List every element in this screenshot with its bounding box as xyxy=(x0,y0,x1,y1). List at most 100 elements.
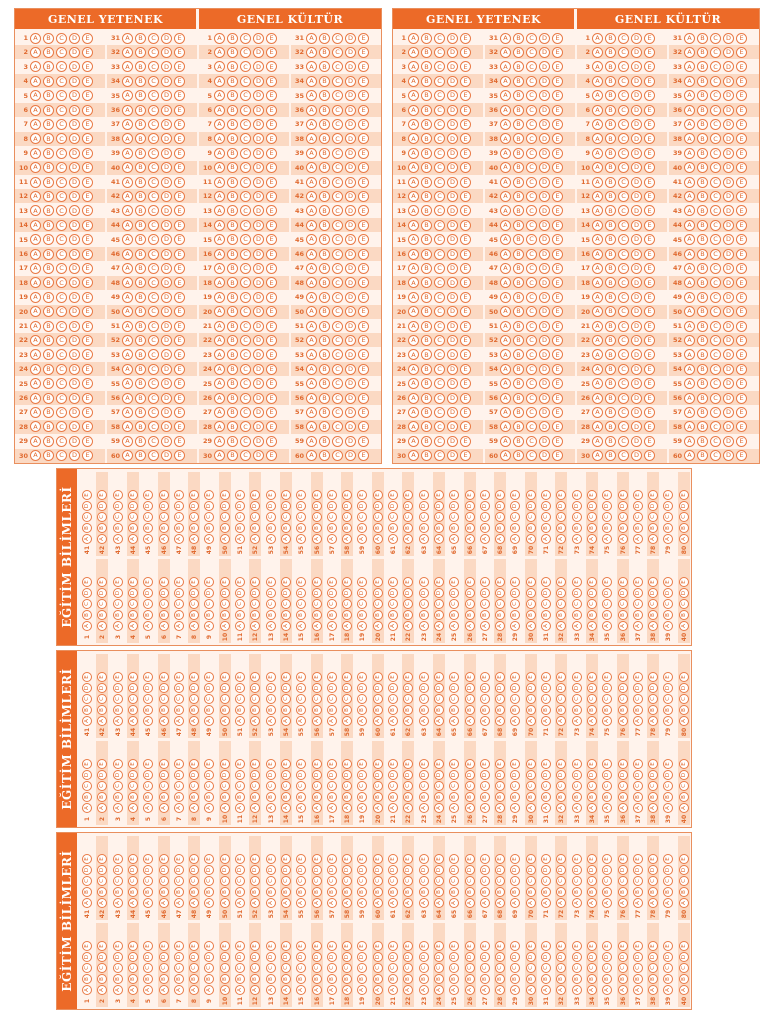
answer-bubble-e[interactable]: E xyxy=(552,176,563,188)
answer-bubble-b[interactable]: B xyxy=(617,973,628,984)
answer-bubble-c[interactable]: C xyxy=(97,780,108,791)
answer-bubble-a[interactable]: A xyxy=(122,291,133,303)
answer-bubble-b[interactable]: B xyxy=(43,320,54,332)
answer-bubble-b[interactable]: B xyxy=(479,522,490,533)
answer-bubble-e[interactable]: E xyxy=(174,277,185,289)
answer-bubble-c[interactable]: C xyxy=(449,780,460,791)
answer-bubble-c[interactable]: C xyxy=(526,363,537,375)
answer-bubble-b[interactable]: B xyxy=(135,118,146,130)
answer-bubble-e[interactable]: E xyxy=(326,758,337,769)
answer-bubble-a[interactable]: A xyxy=(250,715,261,726)
answer-bubble-c[interactable]: C xyxy=(158,598,169,609)
answer-bubble-d[interactable]: D xyxy=(447,61,458,73)
answer-bubble-e[interactable]: E xyxy=(736,190,747,202)
answer-bubble-d[interactable]: D xyxy=(342,587,353,598)
answer-bubble-d[interactable]: D xyxy=(235,864,245,875)
answer-bubble-a[interactable]: A xyxy=(602,897,613,908)
answer-bubble-e[interactable]: E xyxy=(82,118,93,130)
answer-bubble-e[interactable]: E xyxy=(158,758,169,769)
answer-bubble-c[interactable]: C xyxy=(495,875,506,886)
answer-bubble-a[interactable]: A xyxy=(684,118,695,130)
answer-bubble-e[interactable]: E xyxy=(552,234,563,246)
answer-bubble-e[interactable]: E xyxy=(552,334,563,346)
answer-bubble-b[interactable]: B xyxy=(421,133,432,145)
answer-bubble-e[interactable]: E xyxy=(571,576,582,587)
answer-bubble-e[interactable]: E xyxy=(358,320,369,332)
answer-bubble-e[interactable]: E xyxy=(174,205,185,217)
answer-bubble-d[interactable]: D xyxy=(723,291,734,303)
answer-bubble-d[interactable]: D xyxy=(631,61,642,73)
answer-bubble-c[interactable]: C xyxy=(332,205,343,217)
answer-bubble-a[interactable]: A xyxy=(510,984,521,995)
answer-bubble-a[interactable]: A xyxy=(449,533,460,544)
answer-bubble-d[interactable]: D xyxy=(253,349,264,361)
answer-bubble-b[interactable]: B xyxy=(605,378,616,390)
answer-bubble-c[interactable]: C xyxy=(97,693,108,704)
answer-bubble-a[interactable]: A xyxy=(189,802,200,813)
answer-bubble-b[interactable]: B xyxy=(227,205,238,217)
answer-bubble-c[interactable]: C xyxy=(586,875,597,886)
answer-bubble-a[interactable]: A xyxy=(464,897,475,908)
answer-bubble-e[interactable]: E xyxy=(644,176,655,188)
answer-bubble-d[interactable]: D xyxy=(173,500,184,511)
answer-bubble-e[interactable]: E xyxy=(266,118,277,130)
answer-bubble-d[interactable]: D xyxy=(253,291,264,303)
answer-bubble-e[interactable]: E xyxy=(525,576,536,587)
answer-bubble-a[interactable]: A xyxy=(408,133,419,145)
answer-bubble-d[interactable]: D xyxy=(161,363,172,375)
answer-bubble-c[interactable]: C xyxy=(618,277,629,289)
answer-bubble-b[interactable]: B xyxy=(513,104,524,116)
answer-bubble-b[interactable]: B xyxy=(326,704,337,715)
answer-bubble-e[interactable]: E xyxy=(266,277,277,289)
answer-bubble-d[interactable]: D xyxy=(161,118,172,130)
answer-bubble-e[interactable]: E xyxy=(173,758,184,769)
answer-bubble-a[interactable]: A xyxy=(306,219,317,231)
answer-bubble-c[interactable]: C xyxy=(434,334,445,346)
answer-bubble-a[interactable]: A xyxy=(326,897,337,908)
answer-bubble-c[interactable]: C xyxy=(586,780,597,791)
answer-bubble-b[interactable]: B xyxy=(135,406,146,418)
answer-bubble-e[interactable]: E xyxy=(648,671,659,682)
answer-bubble-a[interactable]: A xyxy=(127,715,138,726)
answer-bubble-d[interactable]: D xyxy=(632,500,643,511)
answer-bubble-e[interactable]: E xyxy=(266,104,277,116)
answer-bubble-b[interactable]: B xyxy=(227,104,238,116)
answer-bubble-c[interactable]: C xyxy=(556,780,567,791)
answer-bubble-b[interactable]: B xyxy=(82,973,92,984)
answer-bubble-a[interactable]: A xyxy=(617,715,628,726)
answer-bubble-a[interactable]: A xyxy=(495,897,506,908)
answer-bubble-d[interactable]: D xyxy=(253,421,264,433)
answer-bubble-c[interactable]: C xyxy=(265,875,276,886)
answer-bubble-b[interactable]: B xyxy=(296,609,307,620)
answer-bubble-a[interactable]: A xyxy=(342,715,353,726)
answer-bubble-d[interactable]: D xyxy=(479,587,490,598)
answer-bubble-b[interactable]: B xyxy=(513,219,524,231)
answer-bubble-d[interactable]: D xyxy=(403,500,414,511)
answer-bubble-b[interactable]: B xyxy=(235,704,245,715)
answer-bubble-b[interactable]: B xyxy=(135,450,146,462)
answer-bubble-d[interactable]: D xyxy=(265,500,276,511)
answer-bubble-c[interactable]: C xyxy=(618,320,629,332)
answer-bubble-b[interactable]: B xyxy=(421,162,432,174)
answer-bubble-a[interactable]: A xyxy=(479,802,490,813)
answer-bubble-d[interactable]: D xyxy=(345,147,356,159)
answer-bubble-e[interactable]: E xyxy=(663,489,674,500)
answer-bubble-d[interactable]: D xyxy=(403,587,414,598)
answer-bubble-e[interactable]: E xyxy=(173,671,184,682)
answer-bubble-a[interactable]: A xyxy=(250,802,261,813)
answer-bubble-d[interactable]: D xyxy=(723,162,734,174)
answer-bubble-a[interactable]: A xyxy=(663,533,674,544)
answer-bubble-d[interactable]: D xyxy=(357,587,368,598)
answer-bubble-d[interactable]: D xyxy=(143,682,154,693)
answer-bubble-c[interactable]: C xyxy=(82,693,92,704)
answer-bubble-e[interactable]: E xyxy=(82,378,93,390)
answer-bubble-d[interactable]: D xyxy=(464,682,475,693)
answer-bubble-b[interactable]: B xyxy=(112,791,123,802)
answer-bubble-c[interactable]: C xyxy=(632,511,643,522)
answer-bubble-a[interactable]: A xyxy=(30,147,41,159)
answer-bubble-d[interactable]: D xyxy=(723,147,734,159)
answer-bubble-b[interactable]: B xyxy=(495,791,506,802)
answer-bubble-e[interactable]: E xyxy=(586,940,597,951)
answer-bubble-b[interactable]: B xyxy=(605,248,616,260)
answer-bubble-c[interactable]: C xyxy=(342,693,353,704)
